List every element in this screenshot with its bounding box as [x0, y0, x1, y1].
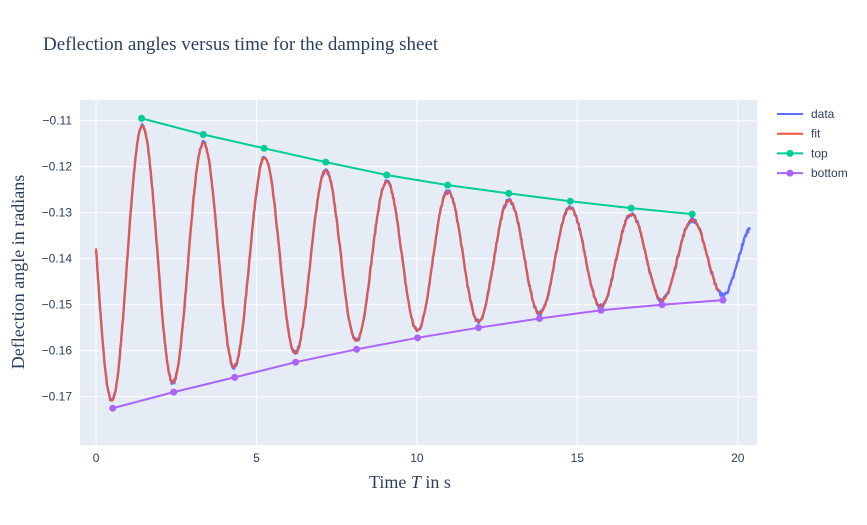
y-tick-label: −0.17 [42, 390, 73, 404]
legend-item-top[interactable]: top [777, 146, 828, 160]
y-tick-label: −0.15 [42, 298, 73, 312]
point-top [322, 158, 330, 166]
chart-title: Deflection angles versus time for the da… [43, 34, 439, 55]
point-bottom [292, 358, 300, 366]
x-tick-label: 0 [93, 451, 100, 465]
y-tick-label: −0.14 [42, 252, 73, 266]
x-axis-title-pre: Time [369, 472, 411, 492]
point-bottom [597, 306, 605, 314]
grid [80, 100, 757, 445]
series-top [138, 114, 696, 218]
point-bottom [231, 373, 239, 381]
x-axis-title: Time T in s [369, 472, 451, 492]
x-tick-label: 15 [571, 451, 585, 465]
y-tick-label: −0.13 [42, 206, 73, 220]
legend-marker-top [786, 149, 794, 157]
point-bottom [353, 345, 361, 353]
series-line-top [141, 117, 693, 216]
y-axis-title: Deflection angle in radians [8, 175, 28, 369]
x-tick-label: 20 [731, 451, 745, 465]
series-layer [94, 114, 752, 412]
legend-item-data[interactable]: data [777, 107, 835, 121]
legend-label-bottom: bottom [811, 166, 848, 180]
point-bottom [474, 324, 482, 332]
y-tick-label: −0.16 [42, 344, 73, 358]
point-bottom [414, 334, 422, 342]
point-bottom [170, 388, 178, 396]
series-bottom [109, 296, 727, 412]
ticks: 0 5 10 15 20 −0.17 −0.16 −0.15 −0.14 −0.13 −0.12 −0… [42, 114, 745, 465]
point-top [260, 144, 268, 152]
point-top [444, 181, 452, 189]
point-top [138, 114, 146, 122]
x-axis-title-post: in s [421, 472, 451, 492]
point-bottom [719, 296, 727, 304]
x-axis-title-var: T [411, 472, 423, 492]
legend-label-top: top [811, 146, 828, 160]
legend-item-fit[interactable]: fit [777, 127, 821, 141]
series-fit [95, 125, 720, 402]
point-top [199, 131, 207, 138]
x-tick-label: 10 [410, 451, 424, 465]
point-bottom [109, 404, 117, 412]
plot-area [80, 100, 757, 445]
point-top [383, 171, 391, 179]
legend[interactable]: data fit top bottom [777, 107, 848, 180]
legend-label-data: data [811, 107, 835, 121]
point-top [566, 197, 574, 205]
x-tick-label: 5 [253, 451, 260, 465]
legend-item-bottom[interactable]: bottom [777, 166, 848, 180]
point-top [627, 204, 635, 212]
point-top [505, 189, 513, 197]
y-tick-label: −0.12 [42, 160, 73, 174]
y-tick-label: −0.11 [43, 114, 73, 128]
point-top [688, 210, 696, 218]
series-line-fit [95, 125, 720, 402]
point-bottom [658, 301, 666, 309]
legend-label-fit: fit [811, 127, 821, 141]
point-bottom [535, 315, 543, 322]
legend-marker-bottom [786, 169, 794, 177]
